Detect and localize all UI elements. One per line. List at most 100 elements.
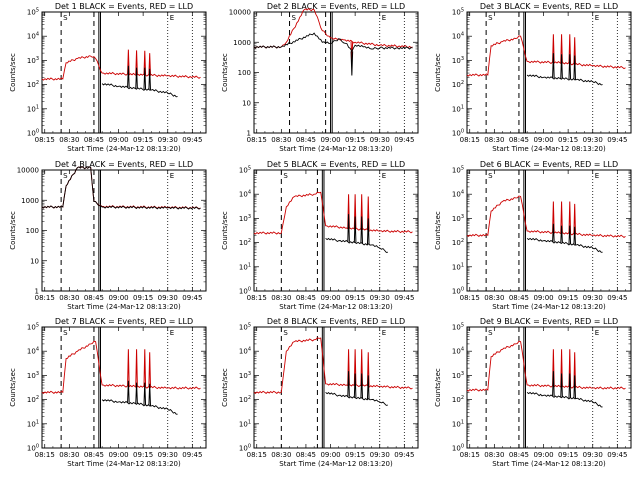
panel-title: Det 9 BLACK = Events, RED = LLD [480, 317, 618, 326]
start-marker-label: S [488, 329, 493, 337]
events-spike [127, 65, 130, 88]
panel-title: Det 1 BLACK = Events, RED = LLD [55, 2, 193, 11]
x-tick-label: 09:00 [108, 451, 128, 459]
x-tick-label: 08:30 [271, 294, 291, 302]
events-series-line [526, 74, 603, 86]
end-marker-label: E [170, 329, 174, 337]
end-marker-label: E [595, 329, 599, 337]
lld-spike [560, 34, 563, 63]
y-tick-label: 1000 [21, 197, 39, 205]
y-axis-label: Counts/sec [434, 211, 442, 250]
panel-title: Det 4 BLACK = Events, RED = LLD [55, 160, 193, 169]
y-tick-label: 102 [239, 238, 251, 247]
y-tick-label: 100 [27, 444, 39, 453]
y-tick-label: 100 [239, 287, 251, 296]
panel-title: Det 7 BLACK = Events, RED = LLD [55, 317, 193, 326]
x-tick-label: 08:30 [59, 451, 79, 459]
panel-det-6: Det 6 BLACK = Events, RED = LLD Counts/se… [434, 160, 632, 311]
x-tick-label: 09:45 [394, 451, 414, 459]
y-tick-label: 103 [239, 214, 251, 223]
y-tick-label: 105 [239, 323, 251, 332]
x-axis-label: Start Time (24-Mar-12 08:13:20) [492, 460, 606, 468]
panel-det-7: Det 7 BLACK = Events, RED = LLD Counts/se… [9, 317, 207, 468]
x-tick-label: 09:15 [345, 294, 365, 302]
x-tick-label: 09:00 [533, 294, 553, 302]
y-tick-label: 101 [27, 104, 39, 113]
x-axis-label: Start Time (24-Mar-12 08:13:20) [492, 303, 606, 311]
plot-frame [41, 326, 207, 449]
y-tick-label: 104 [27, 32, 39, 41]
panel-title: Det 8 BLACK = Events, RED = LLD [267, 317, 405, 326]
x-tick-label: 09:45 [607, 136, 627, 144]
x-tick-label: 09:45 [607, 294, 627, 302]
panel-title: Det 2 BLACK = Events, RED = LLD [267, 2, 405, 11]
lld-spike [148, 53, 151, 76]
events-spike [552, 371, 555, 397]
events-spike [560, 373, 563, 398]
x-tick-label: 09:45 [394, 136, 414, 144]
x-tick-label: 08:15 [460, 294, 480, 302]
y-tick-label: 101 [452, 419, 464, 428]
events-spike [366, 375, 370, 400]
lld-spike [143, 50, 147, 75]
x-axis-label: Start Time (24-Mar-12 08:13:20) [67, 460, 181, 468]
y-tick-label: 104 [452, 190, 464, 199]
x-tick-label: 09:00 [320, 451, 340, 459]
lld-spike [560, 349, 563, 387]
panel-det-4: Det 4 BLACK = Events, RED = LLD Counts/se… [9, 160, 207, 311]
x-tick-label: 08:30 [484, 294, 504, 302]
events-spike [366, 218, 370, 245]
y-tick-label: 102 [27, 395, 39, 404]
x-tick-label: 08:30 [59, 294, 79, 302]
events-spike [360, 216, 363, 244]
x-tick-label: 08:15 [247, 451, 267, 459]
y-tick-label: 100 [239, 444, 251, 453]
y-tick-label: 101 [452, 262, 464, 271]
x-tick-label: 09:15 [133, 294, 153, 302]
events-series-line [101, 399, 178, 415]
y-tick-label: 10000 [229, 9, 251, 17]
y-tick-label: 105 [239, 166, 251, 175]
lld-spike [135, 50, 138, 75]
y-tick-label: 103 [27, 56, 39, 65]
lld-spike [573, 37, 576, 65]
plot-frame [466, 169, 632, 292]
panel-title: Det 6 BLACK = Events, RED = LLD [480, 160, 618, 169]
y-tick-label: 104 [239, 190, 251, 199]
panel-det-1: Det 1 BLACK = Events, RED = LLD Counts/se… [9, 2, 207, 153]
events-spike [148, 68, 151, 90]
events-spike [360, 373, 363, 399]
x-tick-label: 09:45 [182, 294, 202, 302]
lld-spike [360, 349, 363, 386]
lld-spike [127, 349, 130, 387]
y-tick-label: 105 [27, 323, 39, 332]
y-tick-label: 104 [452, 32, 464, 41]
y-axis-label: Counts/sec [221, 368, 229, 407]
lld-spike [552, 201, 555, 233]
events-spike [573, 55, 576, 80]
plot-frame [253, 169, 419, 292]
lld-spike [148, 352, 151, 388]
x-tick-label: 09:00 [533, 136, 553, 144]
events-spike [552, 223, 555, 242]
end-marker-label: E [382, 14, 386, 22]
y-axis-label: Counts/sec [9, 368, 17, 407]
y-tick-label: 10000 [17, 167, 39, 175]
events-spike [347, 214, 350, 242]
panel-det-9: Det 9 BLACK = Events, RED = LLD Counts/se… [434, 317, 632, 468]
panel-title: Det 5 BLACK = Events, RED = LLD [267, 160, 405, 169]
x-tick-label: 09:15 [345, 136, 365, 144]
lld-spike [560, 201, 563, 234]
x-tick-label: 09:30 [583, 451, 603, 459]
lld-series-line [466, 195, 626, 238]
y-tick-label: 105 [452, 166, 464, 175]
y-tick-label: 100 [26, 227, 39, 235]
x-tick-label: 09:30 [370, 451, 390, 459]
y-tick-label: 101 [239, 419, 251, 428]
x-tick-label: 09:00 [320, 294, 340, 302]
x-tick-label: 08:45 [509, 451, 529, 459]
lld-series-line [41, 55, 201, 81]
y-tick-label: 105 [452, 8, 464, 17]
x-tick-label: 08:15 [35, 294, 55, 302]
